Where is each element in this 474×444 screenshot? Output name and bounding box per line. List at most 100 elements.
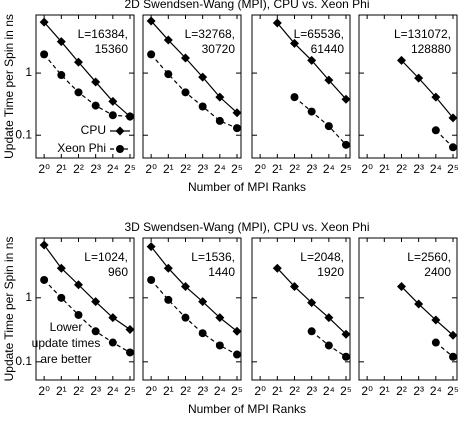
- series-line: [43, 53, 131, 118]
- marker-diamond: [56, 37, 66, 47]
- marker-circle: [431, 126, 440, 135]
- marker-diamond: [307, 298, 317, 308]
- x-tick-label: 2⁵: [124, 162, 136, 176]
- plot-frame: [142, 14, 242, 159]
- x-tick-label: 2²: [73, 162, 84, 176]
- marker-diamond: [232, 326, 242, 336]
- marker-diamond: [198, 297, 208, 307]
- marker-circle: [215, 116, 224, 125]
- marker-circle: [74, 88, 83, 97]
- note: Lower: [50, 320, 83, 334]
- marker-circle: [233, 350, 242, 359]
- marker-diamond: [163, 35, 173, 45]
- marker-circle: [342, 352, 351, 361]
- row-title: 2D Swendsen-Wang (MPI), CPU vs. Xeon Phi: [125, 0, 370, 11]
- x-tick-label: 2⁴: [214, 384, 226, 398]
- x-tick-label: 2²: [289, 162, 300, 176]
- x-tick-label: 2³: [413, 162, 424, 176]
- x-tick-label: 2⁵: [340, 384, 352, 398]
- plot-frame: [358, 237, 458, 381]
- marker-circle: [40, 275, 49, 284]
- marker-circle: [198, 102, 207, 111]
- marker-diamond: [108, 96, 118, 106]
- x-axis-label: Number of MPI Ranks: [188, 402, 306, 416]
- plot-frame: [35, 237, 135, 381]
- y-tick-label: 0.1: [15, 127, 32, 141]
- series-line: [401, 59, 454, 119]
- x-tick-label: 2⁰: [361, 384, 373, 398]
- marker-diamond: [396, 282, 406, 292]
- marker-circle: [449, 143, 458, 152]
- note: update times: [32, 336, 101, 350]
- marker-diamond: [341, 329, 351, 339]
- annotation: L=1024,: [84, 250, 128, 264]
- annotation: 128880: [411, 42, 451, 56]
- marker-diamond: [431, 315, 441, 325]
- series-line: [150, 279, 238, 356]
- legend-label: Xeon Phi: [57, 141, 106, 155]
- plot-frame: [251, 237, 351, 381]
- x-tick-label: 2⁴: [107, 384, 119, 398]
- marker-diamond: [73, 57, 83, 67]
- plot-frame: [35, 14, 135, 159]
- marker-diamond: [324, 313, 334, 323]
- marker-diamond: [215, 92, 225, 102]
- x-tick-label: 2⁰: [38, 162, 50, 176]
- marker-diamond: [39, 17, 49, 27]
- marker-diamond: [414, 299, 424, 309]
- x-tick-label: 2²: [396, 162, 407, 176]
- marker-circle: [57, 71, 66, 80]
- marker-circle: [147, 275, 156, 284]
- y-axis-label: Update Time per Spin in ns: [2, 237, 16, 382]
- marker-circle: [342, 140, 351, 149]
- marker-diamond: [146, 242, 156, 252]
- x-tick-label: 2⁵: [231, 162, 243, 176]
- marker-circle: [324, 122, 333, 131]
- marker-diamond: [73, 280, 83, 290]
- x-tick-label: 2⁰: [254, 384, 266, 398]
- annotation: L=65536,: [294, 27, 344, 41]
- marker-diamond: [56, 263, 66, 273]
- marker-diamond: [272, 263, 282, 273]
- y-tick-label: 1: [25, 65, 32, 79]
- x-tick-label: 2⁵: [447, 384, 459, 398]
- marker-diamond: [39, 240, 49, 250]
- marker-diamond: [163, 263, 173, 273]
- x-tick-label: 2¹: [163, 162, 174, 176]
- y-tick-label: 1: [25, 290, 32, 304]
- x-tick-label: 2⁰: [145, 384, 157, 398]
- x-tick-label: 2⁴: [214, 162, 226, 176]
- x-tick-label: 2⁵: [231, 384, 243, 398]
- annotation: 61440: [311, 42, 345, 56]
- x-tick-label: 2¹: [272, 162, 283, 176]
- x-tick-label: 2⁰: [38, 384, 50, 398]
- annotation: L=2048,: [300, 250, 344, 264]
- annotation: 1920: [317, 265, 344, 279]
- series-line: [43, 21, 131, 117]
- x-tick-label: 2³: [306, 384, 317, 398]
- series-line: [150, 20, 238, 114]
- annotation: L=2560,: [407, 250, 451, 264]
- marker-circle: [164, 295, 173, 304]
- marker-diamond: [91, 77, 101, 87]
- x-tick-label: 2⁵: [124, 384, 136, 398]
- marker-circle: [91, 327, 100, 336]
- x-tick-label: 2⁵: [340, 162, 352, 176]
- plot-frame: [142, 237, 242, 381]
- marker-circle: [164, 70, 173, 79]
- annotation: 2400: [424, 265, 451, 279]
- x-axis-label: Number of MPI Ranks: [188, 180, 306, 194]
- x-tick-label: 2²: [73, 384, 84, 398]
- marker-circle: [198, 329, 207, 338]
- x-tick-label: 2³: [90, 162, 101, 176]
- marker-circle: [147, 50, 156, 59]
- x-tick-label: 2³: [306, 162, 317, 176]
- legend-label: CPU: [81, 123, 106, 137]
- marker-circle: [324, 341, 333, 350]
- x-tick-label: 2¹: [56, 162, 67, 176]
- marker-diamond: [324, 75, 334, 85]
- x-tick-label: 2³: [197, 162, 208, 176]
- x-tick-label: 2⁴: [107, 162, 119, 176]
- x-tick-label: 2⁰: [254, 162, 266, 176]
- marker-diamond: [448, 330, 458, 340]
